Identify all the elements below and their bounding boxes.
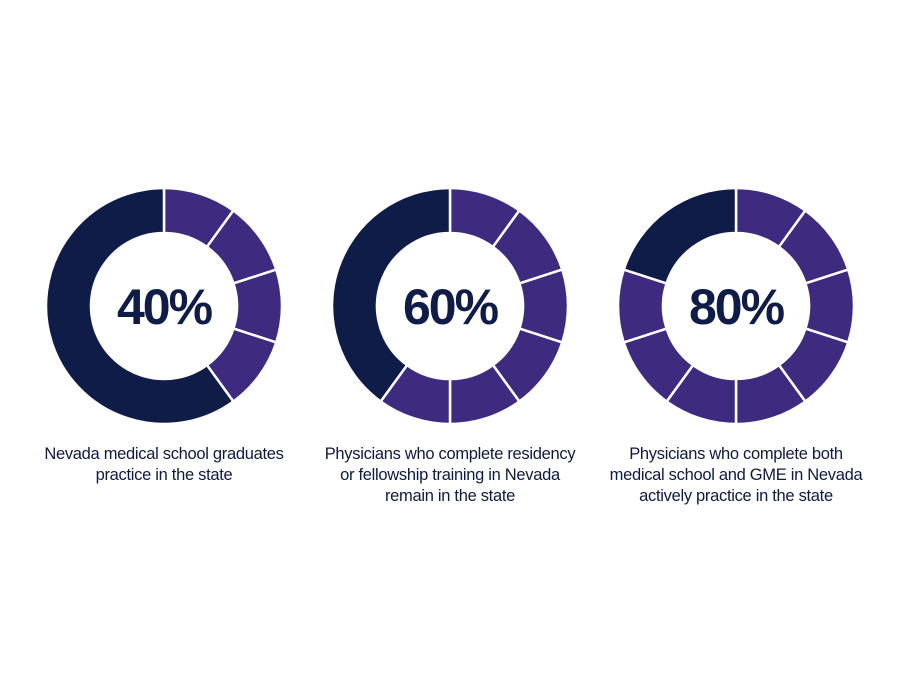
donut-chart-2: 60% [330,186,570,426]
caption-line: actively practice in the state [639,487,833,505]
caption-line: practice in the state [95,466,233,484]
donut-chart-3: 80% [616,186,856,426]
percentage-label: 40% [117,279,213,335]
donut-segment-remainder [622,186,738,286]
caption-line: Physicians who complete residency [324,445,576,463]
donut-caption: Physicians who complete both medical scho… [586,444,886,507]
caption-line: Physicians who complete both [629,445,843,463]
caption-line: or fellowship training in Nevada [340,466,560,484]
donut-caption: Nevada medical school graduates practice … [14,444,314,486]
donut-group-3: 80% Physicians who complete both medical s… [586,0,886,678]
donut-group-2: 60% Physicians who complete residency or f… [300,0,600,678]
percentage-label: 80% [689,279,785,335]
donut-group-1: 40% Nevada medical school graduates practi… [14,0,314,678]
donut-chart-1: 40% [44,186,284,426]
donut-segment-remainder [330,186,452,404]
caption-line: medical school and GME in Nevada [609,466,863,484]
donut-caption: Physicians who complete residency or fell… [300,444,600,507]
caption-line: remain in the state [384,487,516,505]
caption-line: Nevada medical school graduates [44,445,284,463]
percentage-label: 60% [403,279,499,335]
donut-segment-remainder [44,186,236,426]
